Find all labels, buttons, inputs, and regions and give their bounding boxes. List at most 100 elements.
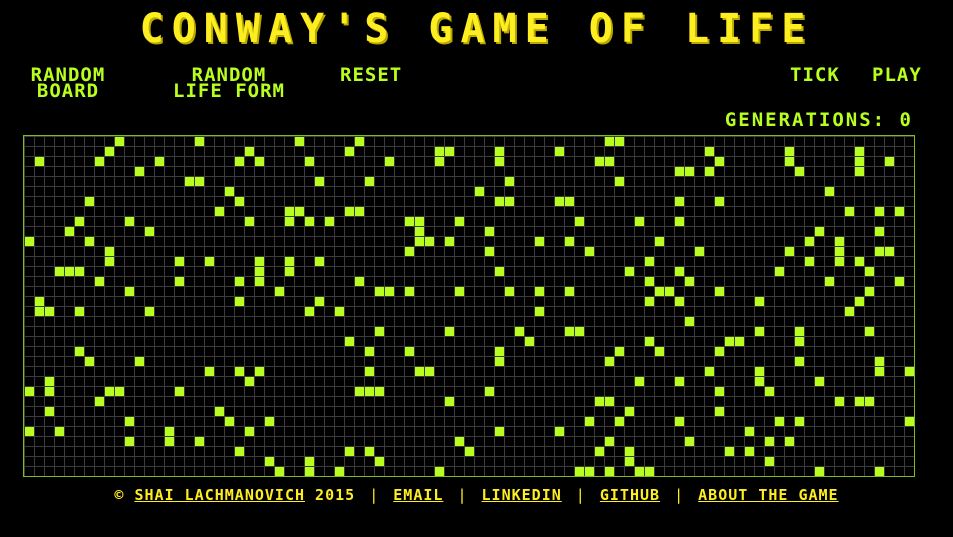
live-cell[interactable] bbox=[744, 446, 754, 456]
live-cell[interactable] bbox=[444, 326, 454, 336]
live-cell[interactable] bbox=[404, 246, 414, 256]
live-cell[interactable] bbox=[184, 176, 194, 186]
live-cell[interactable] bbox=[494, 426, 504, 436]
live-cell[interactable] bbox=[774, 266, 784, 276]
live-cell[interactable] bbox=[174, 386, 184, 396]
live-cell[interactable] bbox=[864, 266, 874, 276]
live-cell[interactable] bbox=[794, 326, 804, 336]
live-cell[interactable] bbox=[264, 416, 274, 426]
live-cell[interactable] bbox=[284, 216, 294, 226]
live-cell[interactable] bbox=[704, 366, 714, 376]
live-cell[interactable] bbox=[894, 276, 904, 286]
live-cell[interactable] bbox=[484, 246, 494, 256]
live-cell[interactable] bbox=[784, 156, 794, 166]
live-cell[interactable] bbox=[344, 146, 354, 156]
live-cell[interactable] bbox=[784, 146, 794, 156]
live-cell[interactable] bbox=[554, 146, 564, 156]
live-cell[interactable] bbox=[564, 196, 574, 206]
live-cell[interactable] bbox=[374, 326, 384, 336]
live-cell[interactable] bbox=[504, 176, 514, 186]
live-cell[interactable] bbox=[114, 386, 124, 396]
live-cell[interactable] bbox=[714, 196, 724, 206]
live-cell[interactable] bbox=[844, 206, 854, 216]
live-cell[interactable] bbox=[714, 286, 724, 296]
live-cell[interactable] bbox=[624, 266, 634, 276]
live-cell[interactable] bbox=[684, 166, 694, 176]
live-cell[interactable] bbox=[254, 266, 264, 276]
live-cell[interactable] bbox=[284, 266, 294, 276]
live-cell[interactable] bbox=[824, 276, 834, 286]
live-cell[interactable] bbox=[304, 216, 314, 226]
live-cell[interactable] bbox=[834, 256, 844, 266]
live-cell[interactable] bbox=[674, 296, 684, 306]
live-cell[interactable] bbox=[434, 156, 444, 166]
live-cell[interactable] bbox=[534, 236, 544, 246]
live-cell[interactable] bbox=[774, 416, 784, 426]
live-cell[interactable] bbox=[494, 156, 504, 166]
live-cell[interactable] bbox=[234, 196, 244, 206]
board-cells[interactable] bbox=[24, 136, 914, 476]
live-cell[interactable] bbox=[104, 386, 114, 396]
live-cell[interactable] bbox=[74, 346, 84, 356]
live-cell[interactable] bbox=[64, 266, 74, 276]
live-cell[interactable] bbox=[44, 386, 54, 396]
live-cell[interactable] bbox=[164, 436, 174, 446]
live-cell[interactable] bbox=[454, 216, 464, 226]
live-cell[interactable] bbox=[764, 456, 774, 466]
live-cell[interactable] bbox=[844, 306, 854, 316]
author-link[interactable]: SHAI LACHMANOVICH bbox=[134, 486, 306, 504]
linkedin-link[interactable]: LINKEDIN bbox=[481, 486, 562, 504]
live-cell[interactable] bbox=[244, 216, 254, 226]
live-cell[interactable] bbox=[534, 286, 544, 296]
live-cell[interactable] bbox=[454, 436, 464, 446]
live-cell[interactable] bbox=[34, 306, 44, 316]
live-cell[interactable] bbox=[874, 366, 884, 376]
live-cell[interactable] bbox=[504, 286, 514, 296]
live-cell[interactable] bbox=[494, 356, 504, 366]
live-cell[interactable] bbox=[444, 236, 454, 246]
live-cell[interactable] bbox=[764, 386, 774, 396]
live-cell[interactable] bbox=[754, 366, 764, 376]
live-cell[interactable] bbox=[244, 376, 254, 386]
live-cell[interactable] bbox=[614, 136, 624, 146]
live-cell[interactable] bbox=[84, 236, 94, 246]
live-cell[interactable] bbox=[54, 426, 64, 436]
live-cell[interactable] bbox=[634, 216, 644, 226]
live-cell[interactable] bbox=[344, 336, 354, 346]
live-cell[interactable] bbox=[284, 206, 294, 216]
live-cell[interactable] bbox=[714, 156, 724, 166]
live-cell[interactable] bbox=[264, 456, 274, 466]
live-cell[interactable] bbox=[24, 426, 34, 436]
live-cell[interactable] bbox=[634, 376, 644, 386]
live-cell[interactable] bbox=[854, 156, 864, 166]
live-cell[interactable] bbox=[714, 406, 724, 416]
live-cell[interactable] bbox=[754, 376, 764, 386]
live-cell[interactable] bbox=[414, 226, 424, 236]
live-cell[interactable] bbox=[494, 266, 504, 276]
live-cell[interactable] bbox=[794, 356, 804, 366]
live-cell[interactable] bbox=[574, 216, 584, 226]
live-cell[interactable] bbox=[654, 346, 664, 356]
live-cell[interactable] bbox=[194, 436, 204, 446]
live-cell[interactable] bbox=[34, 156, 44, 166]
live-cell[interactable] bbox=[564, 326, 574, 336]
live-cell[interactable] bbox=[594, 156, 604, 166]
live-cell[interactable] bbox=[174, 276, 184, 286]
live-cell[interactable] bbox=[84, 196, 94, 206]
live-cell[interactable] bbox=[634, 466, 644, 476]
live-cell[interactable] bbox=[894, 206, 904, 216]
live-cell[interactable] bbox=[814, 226, 824, 236]
live-cell[interactable] bbox=[614, 416, 624, 426]
live-cell[interactable] bbox=[484, 226, 494, 236]
live-cell[interactable] bbox=[444, 146, 454, 156]
live-cell[interactable] bbox=[244, 146, 254, 156]
live-cell[interactable] bbox=[34, 296, 44, 306]
live-cell[interactable] bbox=[624, 406, 634, 416]
random-life-form-button[interactable]: RANDOM LIFE FORM bbox=[173, 64, 285, 102]
live-cell[interactable] bbox=[604, 396, 614, 406]
live-cell[interactable] bbox=[724, 336, 734, 346]
live-cell[interactable] bbox=[624, 446, 634, 456]
live-cell[interactable] bbox=[104, 146, 114, 156]
live-cell[interactable] bbox=[124, 436, 134, 446]
live-cell[interactable] bbox=[304, 466, 314, 476]
